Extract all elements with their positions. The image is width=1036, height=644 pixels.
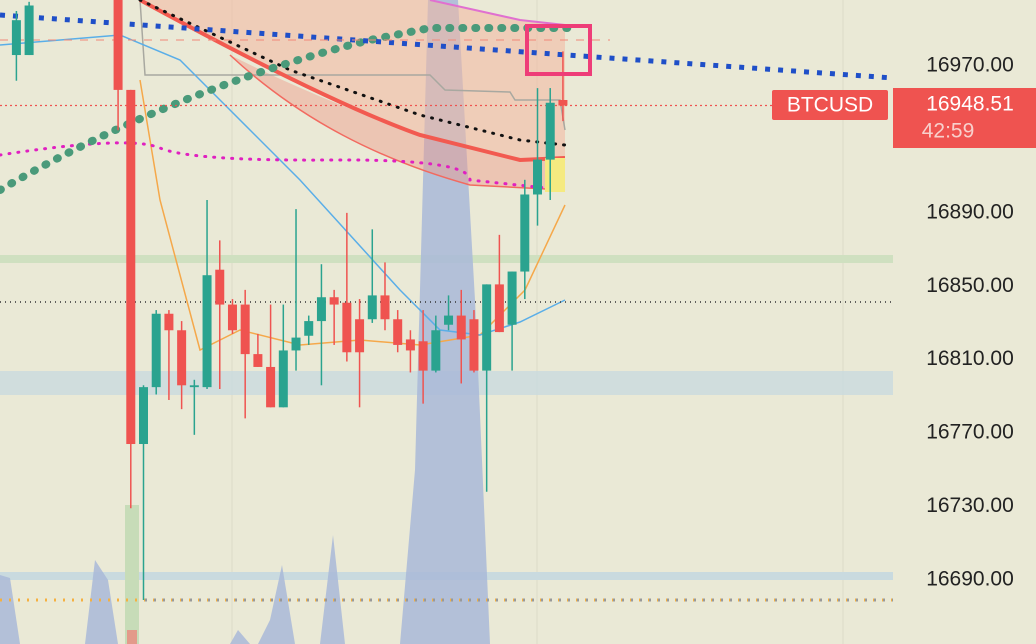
candle-body bbox=[215, 269, 225, 305]
volume-bar bbox=[125, 505, 139, 644]
y-tick-label: 16690.00 bbox=[926, 567, 1014, 590]
candle-body bbox=[316, 297, 326, 322]
dotted-indicator bbox=[138, 0, 567, 147]
candle-body bbox=[253, 354, 263, 367]
candle-body bbox=[329, 297, 339, 305]
candle-body bbox=[177, 330, 187, 386]
candle-body bbox=[444, 315, 454, 325]
candle-body bbox=[278, 350, 288, 408]
candle-body bbox=[164, 313, 174, 331]
highlight bbox=[545, 158, 565, 192]
y-tick-label: 16810.00 bbox=[926, 347, 1014, 370]
symbol: BTCUSD bbox=[787, 94, 873, 117]
symbol-tag bbox=[772, 90, 888, 120]
candle-body bbox=[494, 284, 504, 333]
indicator-line bbox=[0, 34, 566, 336]
y-tick-label: 16850.00 bbox=[926, 274, 1014, 297]
candle-body bbox=[482, 284, 492, 371]
candle-body bbox=[240, 304, 250, 355]
volume-bar bbox=[127, 630, 137, 644]
candle-body bbox=[266, 366, 276, 408]
candle-body bbox=[533, 159, 543, 195]
candle-body bbox=[113, 0, 123, 90]
countdown: 42:59 bbox=[922, 120, 975, 143]
dotted-indicator bbox=[0, 24, 574, 194]
candle-body bbox=[355, 319, 365, 353]
candle-body bbox=[291, 337, 301, 351]
y-tick-label: 16730.00 bbox=[926, 494, 1014, 517]
last-price: 16948.51 bbox=[926, 93, 1014, 116]
candle-body bbox=[11, 20, 21, 56]
candle-body bbox=[367, 295, 377, 320]
candle-body bbox=[126, 89, 136, 445]
annotation-box bbox=[525, 24, 592, 76]
candle-body bbox=[304, 321, 314, 336]
candle-body bbox=[418, 341, 428, 371]
decorations bbox=[0, 0, 894, 644]
candle-body bbox=[507, 271, 517, 325]
candle-body bbox=[24, 5, 34, 56]
dotted-indicator bbox=[0, 141, 567, 192]
candle-body bbox=[456, 315, 466, 340]
y-tick-label: 16770.00 bbox=[926, 421, 1014, 444]
moving-average bbox=[229, 54, 566, 191]
candle-body bbox=[227, 304, 237, 331]
candle-body bbox=[151, 313, 161, 388]
candle-body bbox=[189, 385, 199, 388]
candle-body bbox=[469, 319, 479, 371]
candle-body bbox=[202, 275, 212, 388]
moving-average bbox=[139, 0, 566, 163]
indicator-line bbox=[429, 0, 566, 26]
candle-body bbox=[545, 102, 555, 160]
candle-body bbox=[380, 295, 390, 320]
candle-body bbox=[342, 302, 352, 353]
candle-body bbox=[431, 330, 441, 371]
candles bbox=[11, 0, 568, 600]
candle-body bbox=[139, 387, 148, 445]
candle-body bbox=[405, 339, 415, 351]
price-tag bbox=[893, 88, 1036, 148]
cloud bbox=[230, 55, 565, 190]
y-tick-label: 16970.00 bbox=[926, 54, 1014, 77]
axis-labels: 16970.00 16890.00 16850.00 16810.00 16770.00… bbox=[926, 54, 1014, 591]
candle-body bbox=[520, 194, 530, 272]
candle-body bbox=[558, 99, 568, 106]
candle-body bbox=[393, 319, 403, 345]
y-tick-label: 16890.00 bbox=[926, 200, 1014, 223]
step-line bbox=[139, 0, 566, 131]
